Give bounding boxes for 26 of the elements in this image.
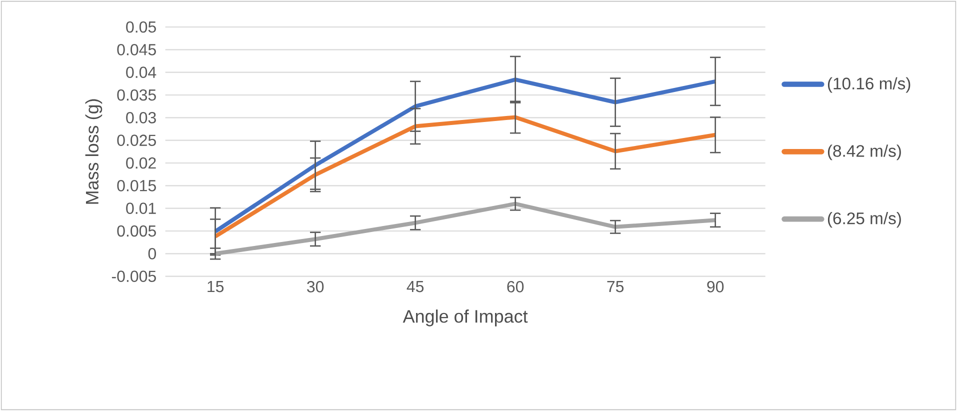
y-tick-label: 0.015 <box>117 180 156 192</box>
y-tick-label: 0.03 <box>126 112 156 124</box>
x-axis-title: Angle of Impact <box>402 310 528 326</box>
line-series <box>213 202 718 256</box>
x-tick-label: 60 <box>507 281 524 292</box>
y-tick-label: 0.035 <box>117 89 156 101</box>
y-tick-label: 0.04 <box>126 66 156 78</box>
legend-label: (10.16 m/s) <box>828 77 910 93</box>
x-tick-label: 45 <box>406 281 424 292</box>
y-tick-label: 0.01 <box>126 202 156 214</box>
y-tick-label: 0.025 <box>117 134 156 146</box>
x-tick-label: 15 <box>208 281 224 292</box>
y-tick-label: 0.02 <box>126 157 156 169</box>
y-axis-title: Mass loss (g) <box>85 99 102 204</box>
x-tick-label: 90 <box>707 281 724 292</box>
line-series <box>213 78 718 234</box>
y-tick-label: 0.005 <box>117 225 156 237</box>
legend-label: (8.42 m/s) <box>828 144 901 160</box>
y-tick-label: -0.005 <box>112 270 156 282</box>
line-series <box>213 115 718 238</box>
x-tick-label: 30 <box>307 281 324 292</box>
y-tick-label: 0 <box>148 248 156 260</box>
y-tick-label: 0.045 <box>117 44 156 56</box>
y-tick-label: 0.05 <box>126 21 156 33</box>
x-tick-label: 75 <box>607 281 624 292</box>
legend-label: (6.25 m/s) <box>828 212 901 228</box>
